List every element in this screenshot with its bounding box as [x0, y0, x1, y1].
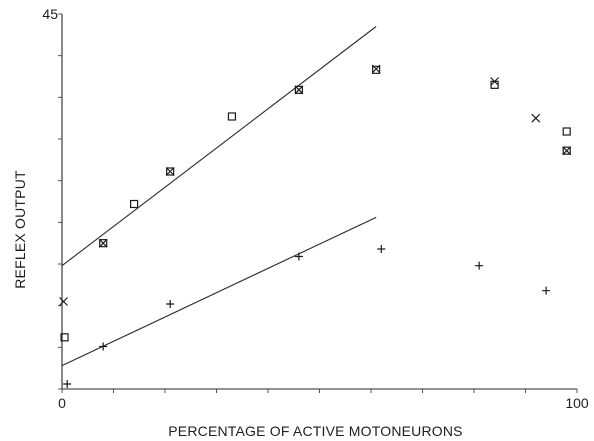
square-point	[562, 146, 571, 155]
plus-point	[63, 380, 72, 388]
x-axis-label: PERCENTAGE OF ACTIVE MOTONEURONS	[168, 423, 462, 439]
plus-point	[377, 245, 386, 253]
data-points	[59, 64, 572, 388]
square-point	[562, 127, 571, 136]
square-point	[130, 199, 139, 209]
square-point	[227, 112, 237, 121]
x-tick-label: 100	[565, 395, 589, 411]
plus-point	[542, 286, 551, 295]
cross-point	[531, 113, 541, 123]
fit-line	[61, 216, 377, 367]
cross-point	[371, 64, 381, 74]
cross-point	[562, 146, 572, 156]
cross-point	[490, 77, 500, 86]
square-point	[166, 167, 175, 176]
square-point	[294, 85, 303, 94]
plus-point	[166, 300, 175, 308]
plus-point	[475, 261, 484, 270]
square-point	[99, 239, 108, 248]
fit-lines	[61, 26, 377, 367]
fit-line	[61, 26, 377, 267]
cross-point	[165, 167, 175, 176]
square-point	[60, 333, 69, 342]
square-point	[490, 80, 499, 89]
y-axis-label: REFLEX OUTPUT	[12, 170, 28, 289]
square-point	[372, 65, 381, 74]
cross-point	[294, 85, 304, 95]
plus-point	[99, 342, 108, 351]
y-tick-label: 45	[42, 6, 58, 22]
plus-point	[294, 252, 303, 261]
axis-ticks: 0 100 45	[42, 6, 588, 411]
cross-point	[59, 297, 68, 306]
x-tick-label: 0	[58, 395, 66, 411]
cross-point	[98, 238, 108, 248]
